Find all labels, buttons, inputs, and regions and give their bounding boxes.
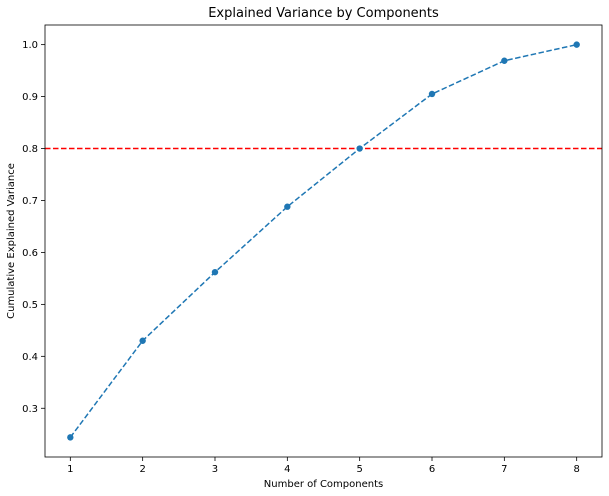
x-tick-label: 2 [139,464,145,475]
y-tick-label: 0.4 [22,352,38,363]
data-point [356,145,363,152]
data-point [573,41,580,48]
plot-frame [44,24,603,458]
data-point [139,337,146,344]
data-point [501,57,508,64]
x-tick-label: 1 [67,464,73,475]
y-tick-label: 0.8 [22,144,38,155]
series-line [69,43,577,438]
y-tick-label: 0.9 [22,92,38,103]
x-tick-label: 8 [573,464,579,475]
data-point [428,90,436,98]
x-tick-label: 7 [501,464,507,475]
y-tick-label: 0.5 [22,300,38,311]
x-tick-label: 5 [356,464,362,475]
data-point [67,434,74,441]
x-tick-label: 3 [212,464,218,475]
plot-area: 1 2 3 4 5 6 7 8 0.3 0.4 0.5 0.6 0.7 0.8 0.9 1.0 [22,24,603,475]
y-tick-label: 0.7 [22,196,38,207]
chart-title: Explained Variance by Components [208,6,439,21]
y-tick-label: 1.0 [22,40,38,51]
y-tick-label: 0.6 [22,248,38,259]
y-tick-label: 0.3 [22,404,38,415]
x-tick-label: 6 [429,464,435,475]
x-tick-label: 4 [284,464,290,475]
data-point [284,203,291,210]
x-axis-label: Number of Components [264,479,383,490]
data-point [211,268,219,276]
y-axis-label: Cumulative Explained Variance [6,163,17,319]
